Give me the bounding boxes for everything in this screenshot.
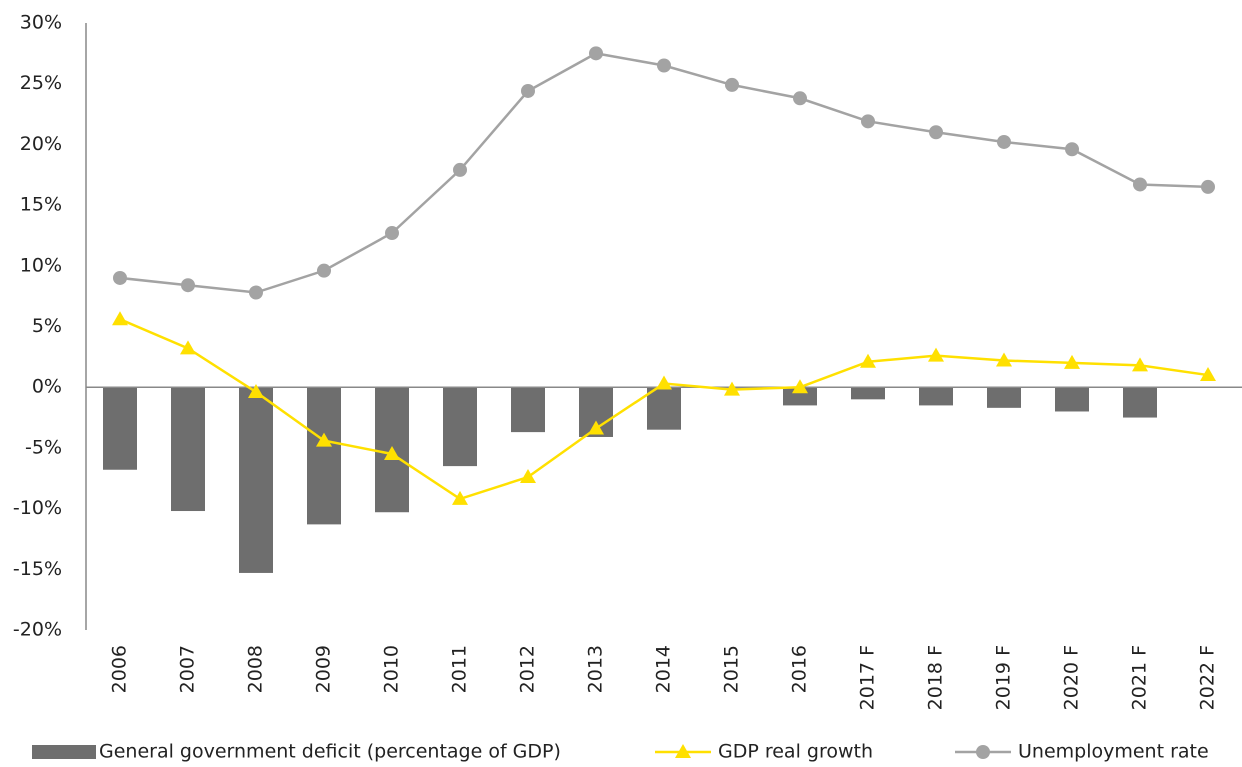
point <box>248 384 264 399</box>
legend-marker <box>976 745 990 759</box>
point <box>113 270 127 285</box>
bar <box>987 387 1021 408</box>
point <box>860 353 876 368</box>
y-tick-label: -10% <box>13 497 62 519</box>
point <box>996 352 1012 367</box>
bar <box>171 387 205 512</box>
x-tick-label: 2022 F <box>1197 645 1219 710</box>
point <box>521 83 535 98</box>
y-tick-label: -20% <box>13 619 62 641</box>
x-tick-label: 2009 <box>313 645 335 693</box>
bar <box>647 387 681 430</box>
point <box>453 162 467 177</box>
y-tick-label: -5% <box>25 436 62 458</box>
y-tick-label: 15% <box>20 194 62 216</box>
x-tick-label: 2008 <box>245 645 267 693</box>
legend-label: General government deficit (percentage o… <box>99 741 561 763</box>
point <box>249 285 263 300</box>
bar <box>851 387 885 400</box>
bar <box>443 387 477 467</box>
x-tick-label: 2012 <box>517 645 539 693</box>
x-tick-label: 2006 <box>109 645 131 693</box>
point <box>180 340 196 355</box>
bar <box>307 387 341 525</box>
point <box>929 125 943 140</box>
point <box>997 134 1011 149</box>
bar <box>511 387 545 433</box>
point <box>657 58 671 73</box>
y-tick-label: 25% <box>20 72 62 94</box>
bar <box>103 387 137 470</box>
x-tick-label: 2015 <box>721 645 743 693</box>
point <box>112 311 128 326</box>
x-tick-label: 2018 F <box>925 645 947 710</box>
y-tick-label: 5% <box>32 315 62 337</box>
x-tick-label: 2007 <box>177 645 199 693</box>
bar <box>1055 387 1089 412</box>
bar <box>1123 387 1157 418</box>
point <box>588 420 604 435</box>
point <box>928 347 944 362</box>
point <box>724 381 740 396</box>
point <box>656 375 672 390</box>
y-tick-label: 20% <box>20 133 62 155</box>
legend-swatch <box>32 745 96 759</box>
x-tick-label: 2011 <box>449 645 471 693</box>
line <box>119 52 1209 294</box>
point <box>317 263 331 278</box>
y-tick-label: 10% <box>20 254 62 276</box>
x-tick-label: 2016 <box>789 645 811 693</box>
point <box>792 379 808 394</box>
x-tick-label: 2019 F <box>993 645 1015 710</box>
point <box>589 46 603 61</box>
legend-label: Unemployment rate <box>1018 741 1209 763</box>
bar <box>239 387 273 573</box>
x-tick-label: 2010 <box>381 645 403 693</box>
bar <box>919 387 953 406</box>
point <box>725 77 739 92</box>
x-tick-label: 2020 F <box>1061 645 1083 710</box>
point <box>384 445 400 460</box>
legend-marker <box>675 744 691 758</box>
point <box>1133 177 1147 192</box>
point <box>316 432 332 447</box>
x-tick-label: 2013 <box>585 645 607 693</box>
x-tick-label: 2014 <box>653 645 675 693</box>
point <box>1064 354 1080 369</box>
point <box>181 278 195 293</box>
point <box>793 91 807 106</box>
point <box>1200 367 1216 382</box>
y-tick-label: 30% <box>20 12 62 34</box>
legend-label: GDP real growth <box>718 741 873 763</box>
point <box>861 114 875 129</box>
y-tick-label: 0% <box>32 376 62 398</box>
point <box>452 490 468 505</box>
point <box>385 226 399 241</box>
x-tick-label: 2021 F <box>1129 645 1151 710</box>
point <box>520 469 536 484</box>
point <box>1065 142 1079 157</box>
y-tick-label: -15% <box>13 558 62 580</box>
x-tick-label: 2017 F <box>857 645 879 710</box>
bar <box>783 387 817 406</box>
point <box>1201 179 1215 194</box>
point <box>1132 357 1148 372</box>
